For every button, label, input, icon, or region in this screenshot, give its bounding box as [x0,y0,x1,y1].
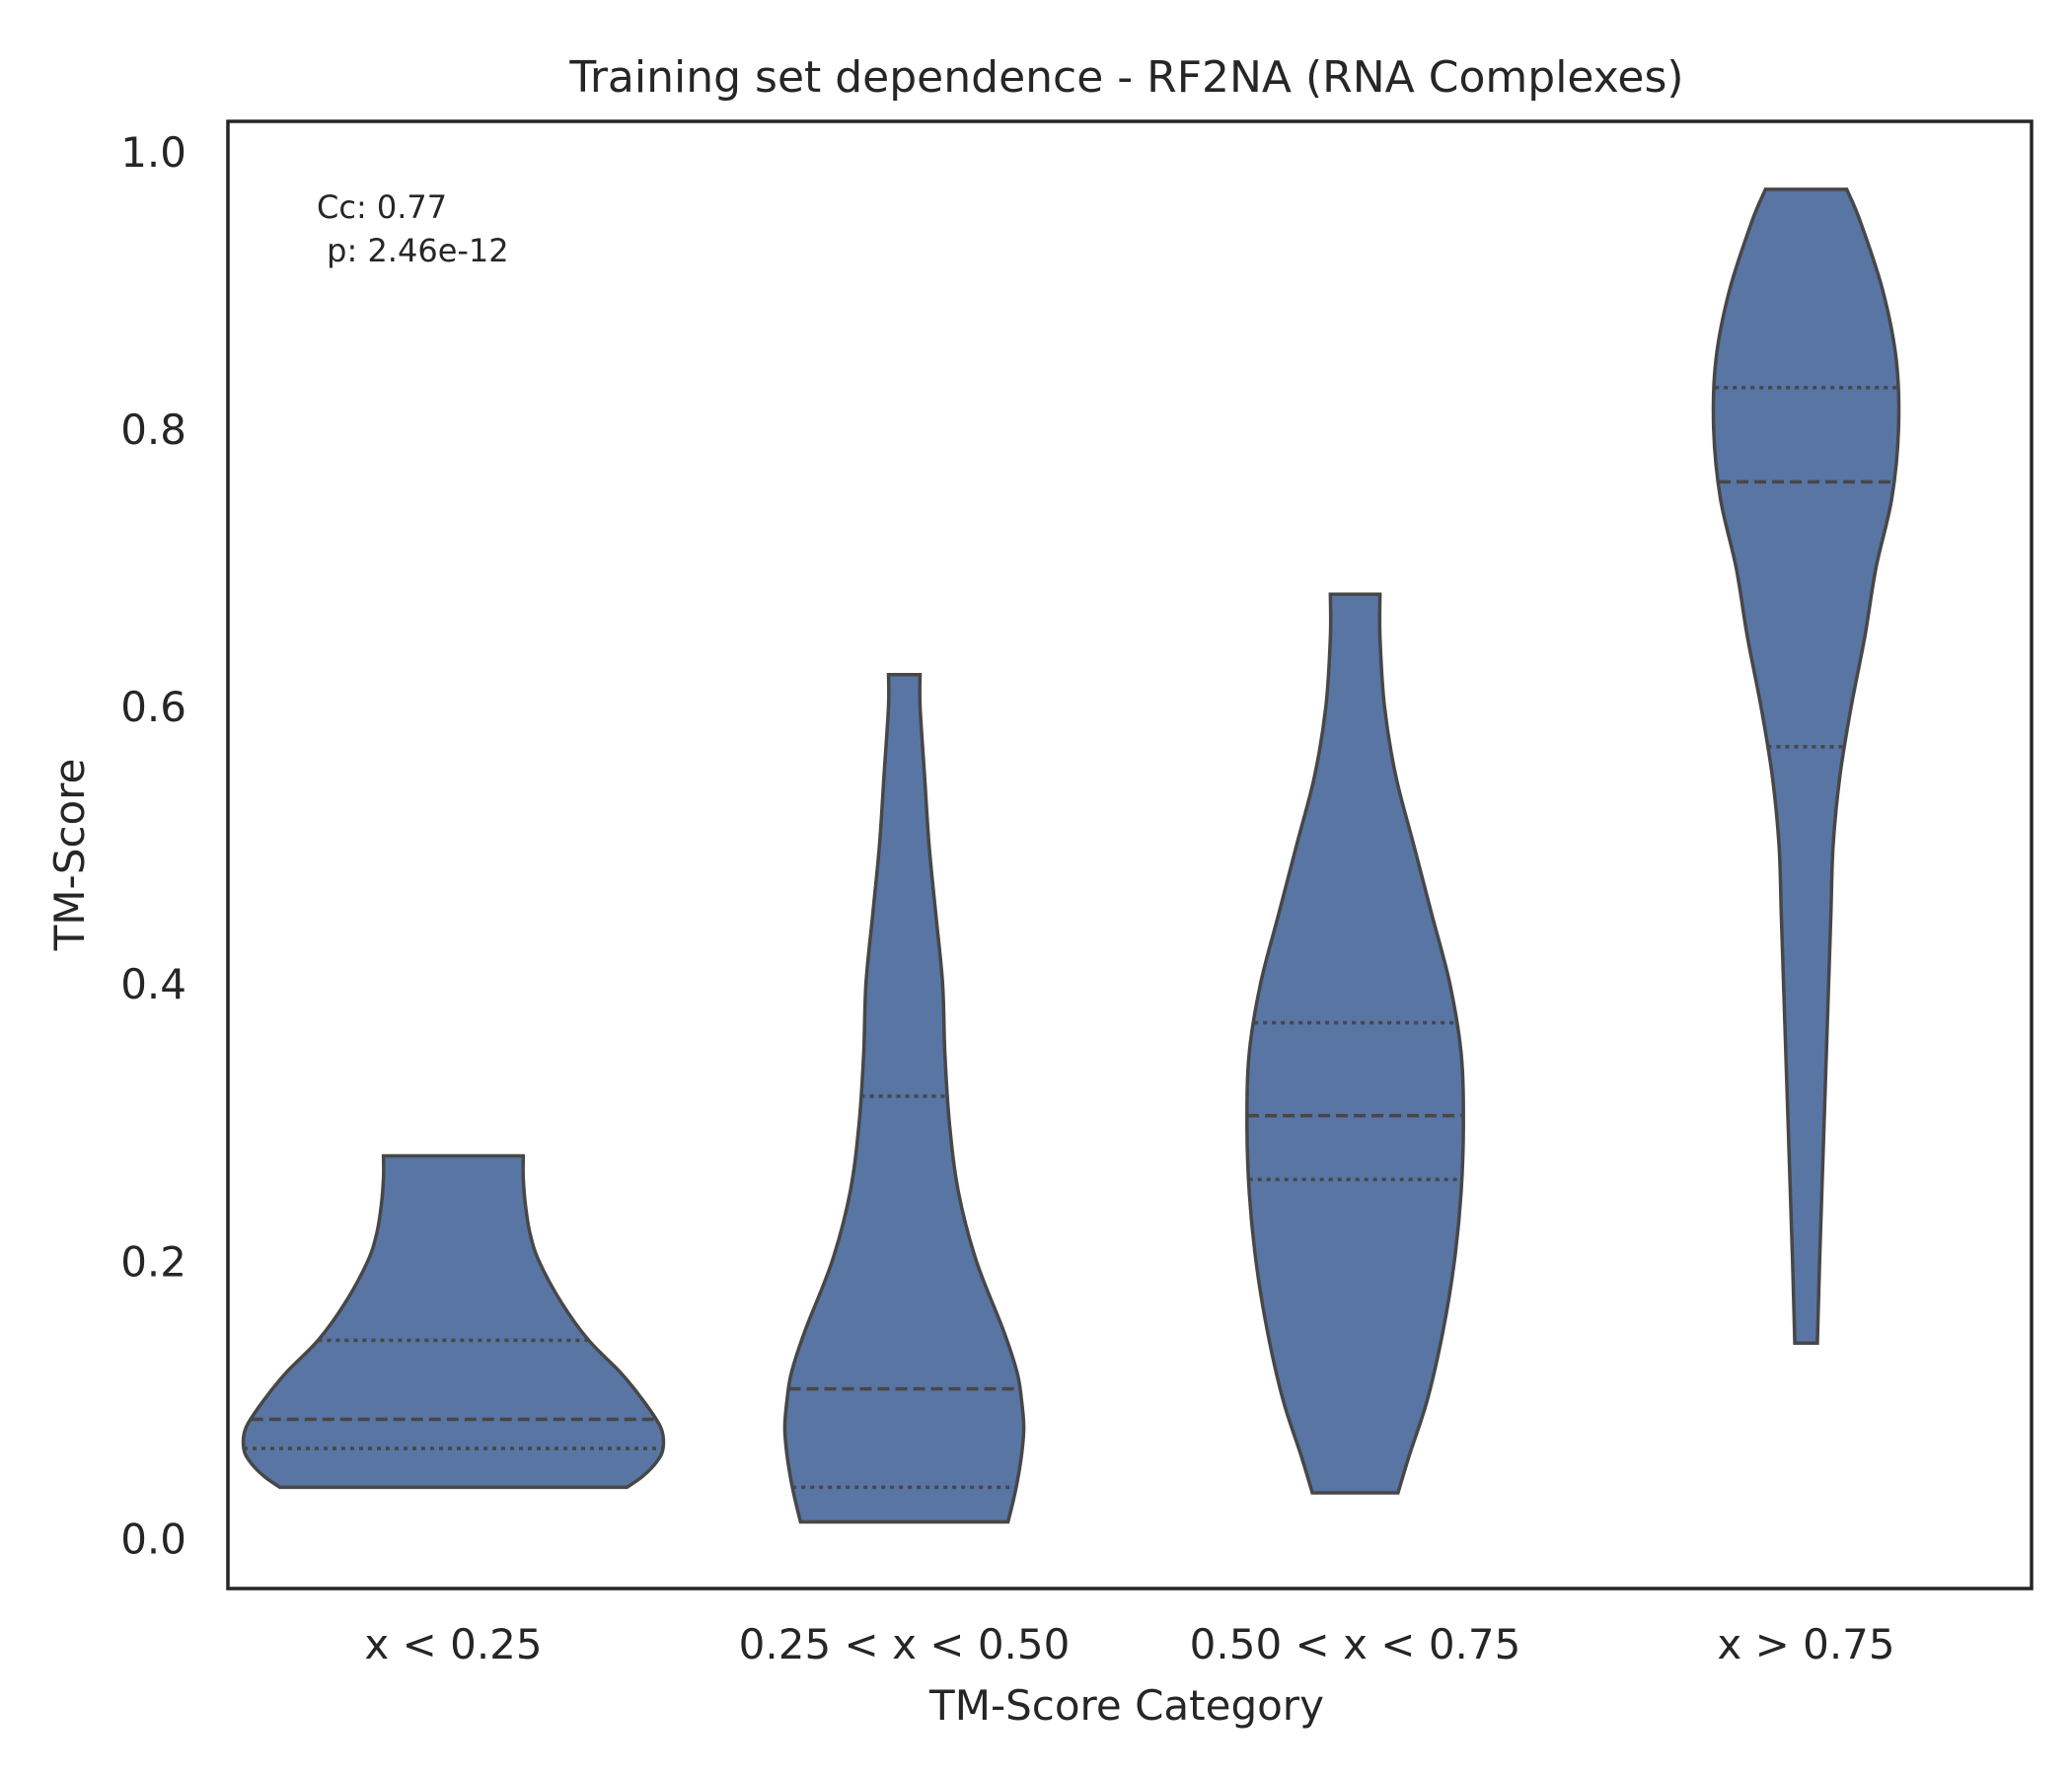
x-tick-label: 0.25 < x < 0.50 [739,1620,1071,1668]
x-tick-label: x < 0.25 [364,1620,542,1668]
p-value-annotation: p: 2.46e-12 [317,232,509,269]
y-tick-label: 0.8 [120,406,186,454]
x-tick-labels: x < 0.25 0.25 < x < 0.50 0.50 < x < 0.75 x … [364,1620,1894,1668]
plot-frame [226,119,2034,1591]
violin-body [1711,187,1901,1345]
y-tick-label: 0.6 [120,683,186,731]
y-tick-label: 0.4 [120,960,186,1008]
correlation-annotation: Cc: 0.77 [317,188,447,226]
violin-group [241,187,1901,1524]
x-tick-label: x > 0.75 [1717,1620,1894,1668]
y-tick-label: 1.0 [120,128,186,177]
violin-body [241,1153,666,1490]
violin-body [782,673,1026,1524]
y-tick-label: 0.2 [120,1237,186,1286]
violin-body [1245,592,1465,1495]
x-tick-label: 0.50 < x < 0.75 [1190,1620,1521,1668]
x-axis-label: TM-Score Category [928,1681,1324,1730]
y-axis-label: TM-Score [45,759,94,952]
chart-title: Training set dependence - RF2NA (RNA Com… [568,52,1683,103]
y-tick-label: 0.0 [120,1515,186,1563]
y-tick-labels: 0.0 0.2 0.4 0.6 0.8 1.0 [120,128,186,1563]
